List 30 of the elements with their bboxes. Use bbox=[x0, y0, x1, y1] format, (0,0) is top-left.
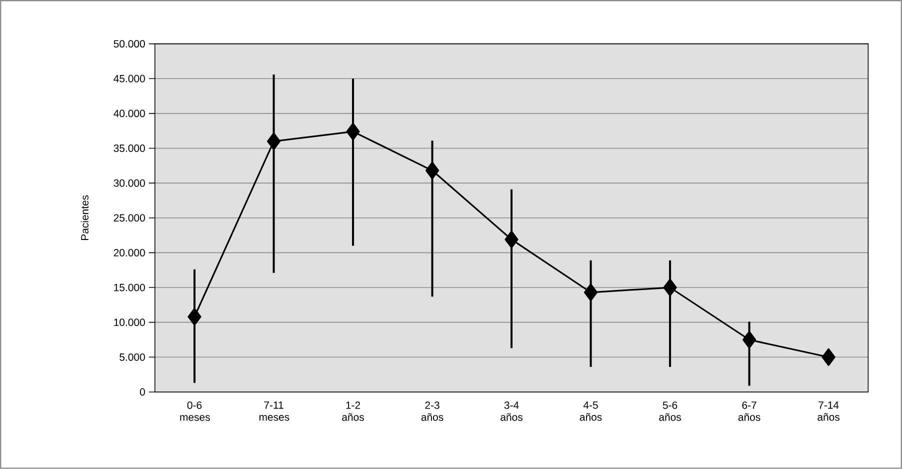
point bbox=[188, 308, 202, 326]
x-tick-label: 5-6 años bbox=[659, 402, 681, 421]
x-tick-label: 0-6 meses bbox=[180, 402, 210, 421]
point bbox=[742, 331, 756, 349]
x-tick-label: 2-3 años bbox=[421, 402, 444, 421]
x-tick-label: 3-4 años bbox=[500, 402, 522, 421]
x-tick-label: 1-2 años bbox=[342, 402, 364, 421]
x-tick-label: 4-5 años bbox=[580, 402, 602, 421]
y-tick-label: 10.000 bbox=[114, 318, 145, 326]
point bbox=[346, 122, 360, 140]
y-tick-label: 40.000 bbox=[114, 110, 145, 118]
x-tick-label: 6-7 años bbox=[738, 402, 760, 421]
y-tick-label: 5.000 bbox=[120, 354, 145, 361]
y-tick-label: 0 bbox=[140, 388, 145, 396]
y-tick-label: 30.000 bbox=[114, 179, 145, 187]
y-tick-label: 15.000 bbox=[114, 284, 145, 292]
point bbox=[425, 162, 440, 180]
x-tick-label: 7-14 años bbox=[818, 402, 840, 421]
y-tick-label: 50.000 bbox=[114, 40, 145, 48]
point bbox=[504, 230, 518, 248]
point bbox=[822, 348, 836, 366]
y-tick-label: 45.000 bbox=[114, 75, 145, 82]
point bbox=[584, 284, 598, 302]
y-tick-label: 25.000 bbox=[114, 214, 145, 222]
point bbox=[663, 278, 677, 296]
y-tick-label: 20.000 bbox=[114, 249, 145, 257]
y-axis-title: Pacientes bbox=[80, 195, 88, 240]
y-tick-label: 35.000 bbox=[114, 144, 145, 152]
x-tick-label: 7-11 meses bbox=[259, 402, 290, 421]
point bbox=[266, 132, 281, 150]
